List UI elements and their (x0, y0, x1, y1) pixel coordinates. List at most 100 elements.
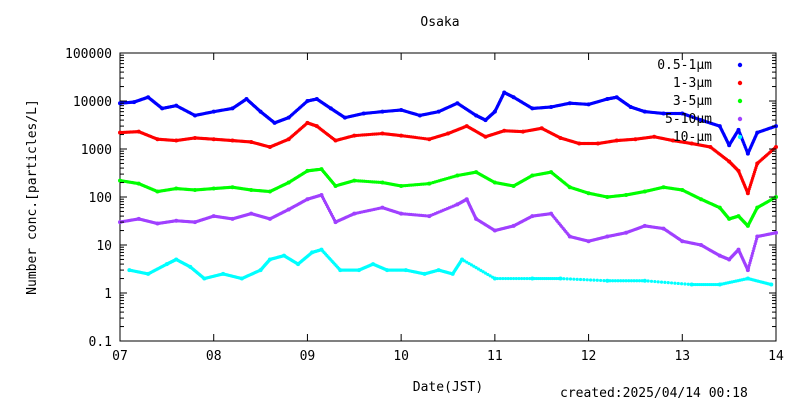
y-tick-label: 0.1 (89, 335, 112, 350)
data-point-fill (686, 282, 690, 286)
data-point-fill (624, 279, 628, 283)
data-point-fill (481, 270, 485, 274)
legend-marker (737, 80, 743, 86)
data-point-fill (565, 277, 569, 281)
series-4 (127, 247, 774, 287)
chart-title: Osaka (420, 15, 459, 30)
data-point-fill (501, 276, 505, 281)
data-point-fill (479, 268, 483, 272)
y-tick-label: 1000 (81, 143, 112, 158)
x-tick-label: 09 (300, 349, 316, 364)
legend-marker (737, 98, 743, 104)
data-point-fill (575, 277, 579, 281)
x-tick-label: 10 (393, 349, 409, 364)
data-point-fill (621, 279, 625, 283)
data-point-fill (754, 239, 758, 243)
data-point-fill (511, 276, 516, 281)
data-point-fill (627, 279, 631, 283)
data-point-fill (578, 277, 583, 282)
data-point-fill (663, 280, 667, 284)
data-point-fill (746, 266, 751, 270)
series-3 (118, 193, 778, 273)
data-point-fill (498, 276, 502, 281)
data-point-fill (616, 279, 620, 283)
data-point-fill (517, 276, 521, 281)
data-point (774, 230, 778, 235)
data-point-fill (514, 276, 518, 281)
data-point-fill (488, 274, 492, 278)
data-point-fill (476, 267, 481, 271)
data-point (642, 278, 647, 283)
data-point-fill (525, 276, 529, 281)
y-axis-label: Number conc.[particles/L] (25, 99, 40, 295)
data-point-fill (750, 254, 754, 258)
series-2 (118, 167, 778, 228)
x-tick-label: 08 (206, 349, 222, 364)
data-point-fill (568, 277, 573, 281)
data-point-fill (474, 266, 478, 270)
data-point-fill (495, 276, 500, 281)
data-point (769, 282, 774, 287)
data-point-fill (520, 276, 524, 281)
data-point-fill (752, 244, 757, 248)
data-point-fill (611, 279, 615, 283)
data-point-fill (637, 279, 642, 283)
x-tick-label: 14 (768, 349, 784, 364)
data-point-fill (462, 259, 466, 263)
data-point-fill (669, 281, 674, 285)
data-point-fill (465, 260, 469, 264)
data-point-fill (747, 263, 751, 267)
data-point (558, 276, 563, 281)
data-point-fill (653, 279, 657, 284)
legend-marker (737, 116, 743, 122)
data-point-fill (753, 242, 757, 246)
data-point-fill (749, 256, 753, 260)
data-point-fill (599, 278, 603, 283)
data-point-fill (752, 246, 756, 251)
data-point-fill (528, 276, 532, 281)
y-tick-label: 100000 (65, 47, 112, 62)
y-tick-label: 10 (96, 239, 112, 254)
legend-marker (737, 134, 743, 140)
legend-marker (737, 62, 743, 68)
data-point-fill (592, 278, 596, 282)
legend: 0.5-1μm 1-3μm 3-5μm 5-10μm 10-μm (657, 58, 743, 145)
data-point (492, 276, 497, 281)
data-point-fill (750, 251, 755, 255)
data-point-fill (646, 279, 650, 283)
data-point-fill (486, 272, 490, 277)
data-point-fill (503, 276, 508, 281)
y-tick-label: 1 (104, 287, 112, 302)
legend-label: 1-3μm (673, 76, 712, 91)
data-point-fill (619, 279, 623, 283)
y-tick-label: 100 (89, 191, 112, 206)
x-ticks: 07 08 09 10 11 12 13 14 (112, 53, 784, 364)
data-point-fill (613, 279, 617, 283)
y-ticks: 0.1 1 10 100 1000 10000 100000 (65, 47, 776, 350)
data-point-fill (483, 271, 488, 275)
x-tick-label: 12 (581, 349, 597, 364)
data-point-fill (595, 278, 599, 282)
x-tick-label: 11 (487, 349, 503, 364)
data-point-fill (608, 279, 612, 283)
data-point-fill (509, 276, 513, 281)
points-layer (118, 90, 778, 287)
data-point-fill (588, 278, 593, 282)
data-point-fill (582, 278, 586, 282)
data-point-fill (562, 277, 566, 281)
data-point-fill (666, 281, 670, 285)
data-point-fill (635, 279, 639, 283)
series-1 (118, 120, 778, 196)
legend-label: 3-5μm (673, 94, 712, 109)
data-point-fill (680, 282, 684, 286)
data-point-fill (676, 281, 680, 286)
legend-label: 10-μm (673, 130, 712, 145)
data-point-fill (683, 282, 687, 286)
data-point (605, 278, 610, 283)
data-point-fill (640, 279, 644, 283)
x-tick-label: 07 (112, 349, 128, 364)
legend-label: 5-10μm (665, 112, 712, 127)
legend-label: 0.5-1μm (657, 58, 712, 73)
data-point (774, 145, 778, 150)
